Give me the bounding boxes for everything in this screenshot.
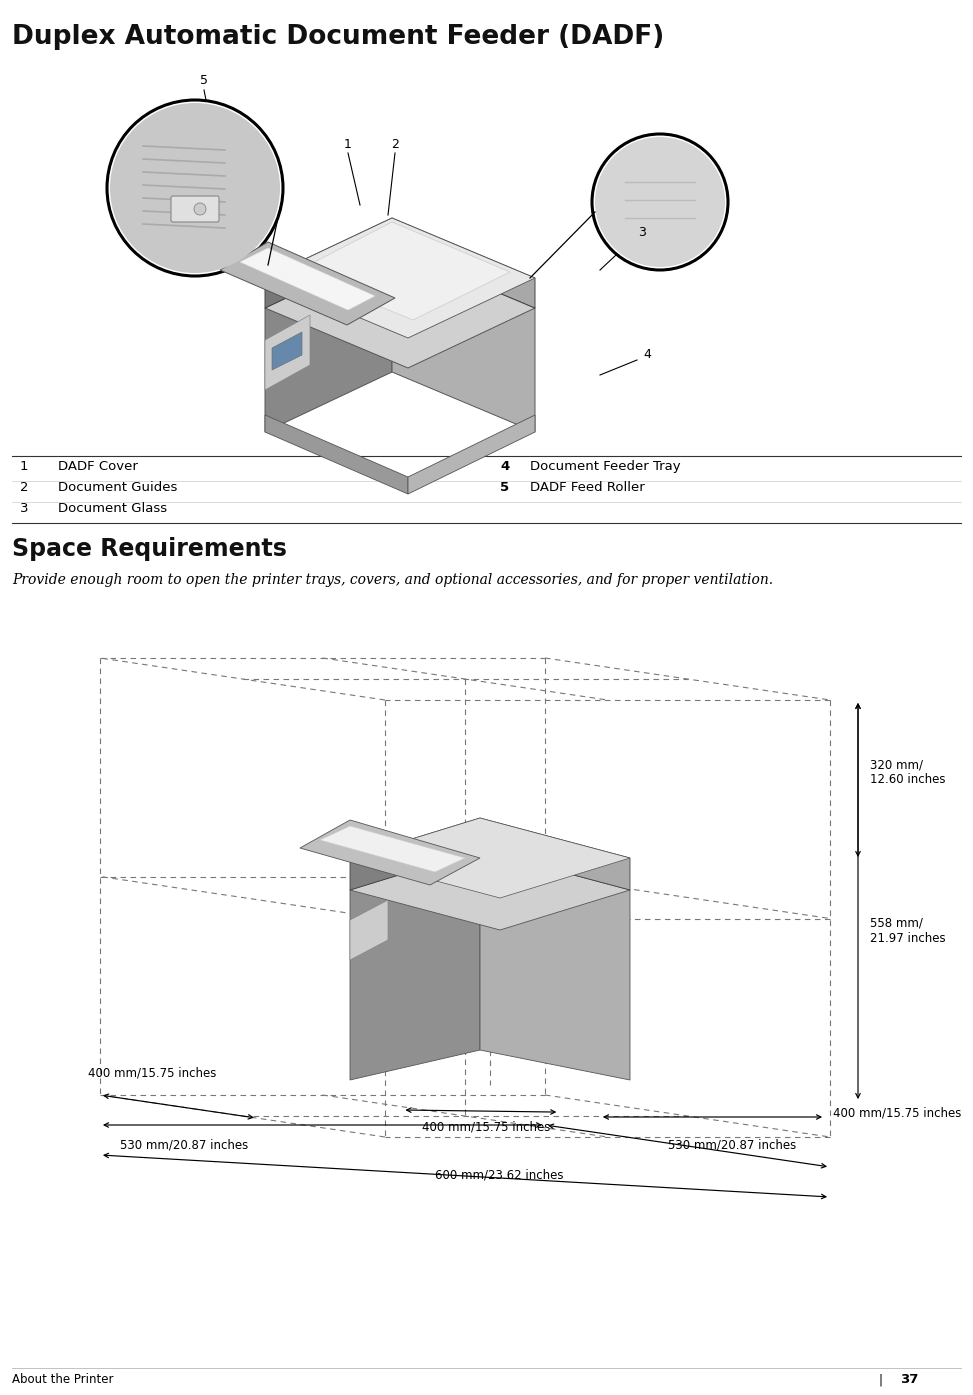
Text: 400 mm/15.75 inches: 400 mm/15.75 inches: [833, 1106, 961, 1120]
Text: Space Requirements: Space Requirements: [12, 537, 287, 561]
Circle shape: [194, 204, 206, 215]
Polygon shape: [480, 817, 630, 890]
Polygon shape: [240, 248, 375, 310]
FancyBboxPatch shape: [171, 197, 219, 222]
Polygon shape: [350, 900, 388, 960]
Text: 3: 3: [638, 226, 646, 239]
Polygon shape: [265, 248, 392, 432]
Text: 2: 2: [20, 481, 28, 494]
Text: 400 mm/15.75 inches: 400 mm/15.75 inches: [88, 1067, 216, 1080]
Polygon shape: [295, 222, 510, 319]
Polygon shape: [265, 315, 310, 391]
Polygon shape: [408, 414, 535, 494]
Text: Duplex Automatic Document Feeder (DADF): Duplex Automatic Document Feeder (DADF): [12, 24, 665, 50]
Text: About the Printer: About the Printer: [12, 1373, 114, 1387]
Polygon shape: [272, 332, 302, 370]
Polygon shape: [392, 218, 535, 308]
Circle shape: [592, 134, 728, 271]
Circle shape: [595, 137, 725, 266]
Polygon shape: [392, 248, 535, 432]
Polygon shape: [320, 826, 465, 872]
Text: 5: 5: [200, 74, 208, 86]
Text: 5: 5: [500, 481, 509, 494]
Polygon shape: [265, 218, 392, 308]
Text: 400 mm/15.75 inches: 400 mm/15.75 inches: [422, 1120, 551, 1133]
Text: 3: 3: [20, 502, 28, 515]
Polygon shape: [265, 248, 535, 368]
Text: 1: 1: [20, 460, 28, 473]
Polygon shape: [265, 414, 408, 494]
Text: 558 mm/
21.97 inches: 558 mm/ 21.97 inches: [870, 917, 946, 944]
Polygon shape: [300, 820, 480, 884]
Circle shape: [107, 100, 283, 276]
Text: DADF Cover: DADF Cover: [58, 460, 138, 473]
Text: 530 mm/20.87 inches: 530 mm/20.87 inches: [120, 1138, 248, 1152]
Polygon shape: [350, 817, 630, 898]
Circle shape: [110, 103, 280, 273]
Text: Document Guides: Document Guides: [58, 481, 177, 494]
Text: Document Feeder Tray: Document Feeder Tray: [530, 460, 681, 473]
Text: 2: 2: [391, 138, 399, 152]
Polygon shape: [265, 218, 535, 338]
Text: 1: 1: [344, 138, 352, 152]
Text: 320 mm/
12.60 inches: 320 mm/ 12.60 inches: [870, 757, 946, 785]
Text: 37: 37: [900, 1373, 919, 1387]
Polygon shape: [350, 850, 480, 1080]
Polygon shape: [350, 850, 630, 930]
Text: Provide enough room to open the printer trays, covers, and optional accessories,: Provide enough room to open the printer …: [12, 573, 774, 587]
Text: 600 mm/23.62 inches: 600 mm/23.62 inches: [435, 1169, 563, 1182]
Text: DADF Feed Roller: DADF Feed Roller: [530, 481, 645, 494]
Polygon shape: [350, 817, 480, 890]
Text: 4: 4: [500, 460, 509, 473]
Polygon shape: [480, 850, 630, 1080]
Text: Document Glass: Document Glass: [58, 502, 167, 515]
Text: 4: 4: [643, 349, 651, 361]
Text: 530 mm/20.87 inches: 530 mm/20.87 inches: [667, 1138, 796, 1152]
Text: |: |: [878, 1373, 882, 1387]
Polygon shape: [220, 241, 395, 325]
